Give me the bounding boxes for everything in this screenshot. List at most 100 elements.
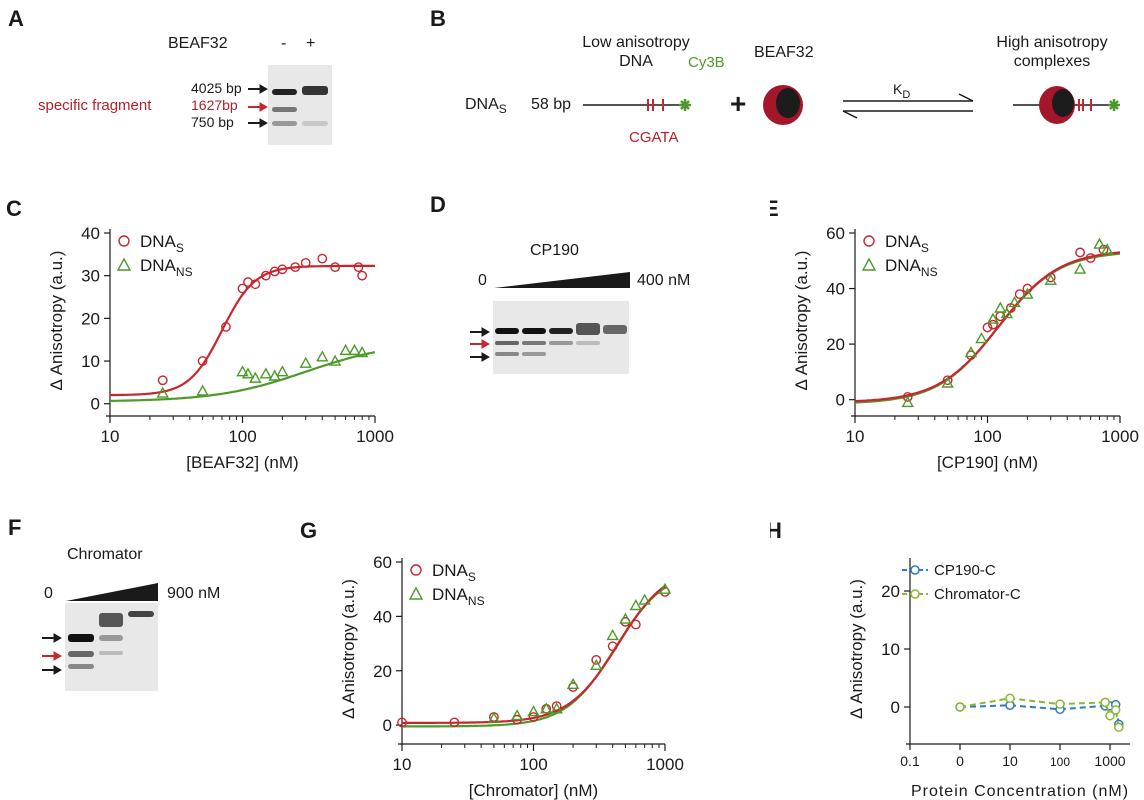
- panel-f-max-label: 900 nM: [167, 585, 221, 602]
- gel-d-band: [522, 352, 546, 356]
- fit-curve: [854, 252, 1121, 404]
- y-tick-label: 20: [826, 335, 845, 354]
- y-tick-label: 10: [881, 640, 900, 659]
- fit-curve: [854, 251, 1121, 403]
- kd-sub: D: [902, 88, 911, 101]
- y-tick-label: 60: [373, 553, 392, 572]
- data-point: [197, 356, 208, 366]
- panel-a-gel: [268, 65, 332, 145]
- data-point: [276, 365, 289, 377]
- gel-f-band: [99, 651, 123, 655]
- gel-a-band: [272, 89, 297, 95]
- beaf32-protein-label: BEAF32: [754, 44, 814, 61]
- plus-sign: +: [730, 88, 747, 119]
- legend-label-sub: NS: [176, 265, 193, 279]
- data-point: [259, 367, 273, 379]
- data-point: [348, 343, 361, 356]
- gel-f-band: [68, 651, 94, 657]
- gel-d-band: [495, 352, 519, 356]
- data-point: [277, 264, 288, 275]
- panel-d-max-label: 400 nM: [637, 272, 691, 289]
- panel-f-label: F: [8, 515, 22, 540]
- chart-h: H 0 10 20 0.1 0 10 100 1000 Protein Concentration…: [770, 518, 1130, 800]
- panel-d-zero-label: 0: [478, 272, 487, 289]
- panel-h-label: H: [770, 518, 782, 543]
- x-tick-label: 1000: [646, 755, 684, 774]
- panel-d-protein-label: CP190: [530, 242, 579, 259]
- arrow-f-mid: [42, 651, 63, 661]
- arrow-d-top: [470, 327, 491, 337]
- data-point: [901, 396, 914, 408]
- data-point: [1100, 243, 1114, 255]
- x-tick-label: 0: [956, 753, 964, 769]
- data-point: [1075, 247, 1086, 258]
- gel-a-band: [302, 121, 328, 126]
- legend-label-base: DNA: [885, 256, 922, 275]
- gel-f-band: [99, 635, 123, 641]
- arrow-750: [248, 118, 268, 128]
- legend-marker: [116, 257, 132, 271]
- data-point: [1073, 262, 1087, 274]
- x-axis-label: [CP190] (nM): [937, 453, 1038, 472]
- dna-s-base: DNA: [465, 96, 499, 113]
- cgata-motif-label: CGATA: [629, 129, 679, 146]
- beaf32-protein-icon: [763, 85, 803, 125]
- panel-c-label: C: [6, 196, 22, 221]
- panel-d-gradient-wedge: [494, 272, 630, 288]
- arrow-d-mid: [470, 339, 491, 349]
- data-point: [607, 641, 618, 652]
- gel-a-band: [272, 121, 297, 126]
- data-point: [156, 386, 169, 398]
- y-tick-label: 20: [373, 662, 392, 681]
- fit-curve: [402, 585, 666, 724]
- data-point: [316, 350, 329, 362]
- data-point: [299, 356, 312, 368]
- legend-label: DNAS: [885, 232, 929, 255]
- gel-f-band: [99, 613, 123, 627]
- data-point: [638, 593, 651, 605]
- data-point: [540, 702, 553, 714]
- x-tick-label: 100: [228, 427, 256, 446]
- cy3b-star-bound-icon: [1108, 99, 1120, 111]
- kd-k: K: [893, 81, 903, 97]
- legend-label: CP190-C: [934, 562, 996, 579]
- gel-d-band: [549, 341, 573, 345]
- marker-750: 750 bp: [191, 114, 234, 130]
- legend-label: Chromator-C: [934, 586, 1021, 603]
- y-tick-label: 0: [891, 698, 900, 717]
- y-axis-label: Δ Anisotropy (a.u.): [792, 251, 811, 391]
- panel-a-arrows: [248, 84, 268, 128]
- data-point: [1100, 697, 1110, 708]
- x-tick-label: 100: [519, 755, 547, 774]
- panel-d-label: D: [430, 192, 446, 217]
- legend-label: DNANS: [432, 585, 485, 608]
- y-tick-label: 40: [373, 607, 392, 626]
- legend-label-base: DNA: [140, 256, 177, 275]
- y-tick-label: 30: [81, 267, 100, 286]
- data-point: [1022, 283, 1033, 294]
- panel-f-gradient-wedge: [66, 583, 158, 601]
- gel-d-band: [603, 325, 627, 334]
- panel-g-label: G: [300, 518, 317, 543]
- data-point: [290, 262, 301, 273]
- data-point: [551, 701, 562, 711]
- data-point: [658, 582, 672, 594]
- data-point: [241, 367, 255, 379]
- data-point: [1044, 273, 1057, 285]
- cy3b-label: Cy3B: [688, 54, 725, 71]
- dna-length-label: 58 bp: [531, 96, 572, 113]
- x-tick-label: 10: [1002, 753, 1018, 769]
- panel-b-diagram: [583, 85, 1120, 125]
- y-axis-label: Δ Anisotropy (a.u.): [339, 579, 358, 719]
- series-line-chromator-c: [959, 697, 1120, 728]
- data-point: [1008, 296, 1021, 308]
- data-point: [550, 702, 563, 714]
- x-axis-label: Protein Concentration (nM): [911, 783, 1129, 800]
- data-point: [237, 283, 248, 294]
- y-tick-label: 20: [881, 582, 900, 601]
- data-point: [1005, 693, 1015, 704]
- arrow-d-bottom: [470, 352, 491, 362]
- data-point: [236, 365, 249, 377]
- data-point: [397, 717, 407, 728]
- gel-d-band: [495, 328, 519, 334]
